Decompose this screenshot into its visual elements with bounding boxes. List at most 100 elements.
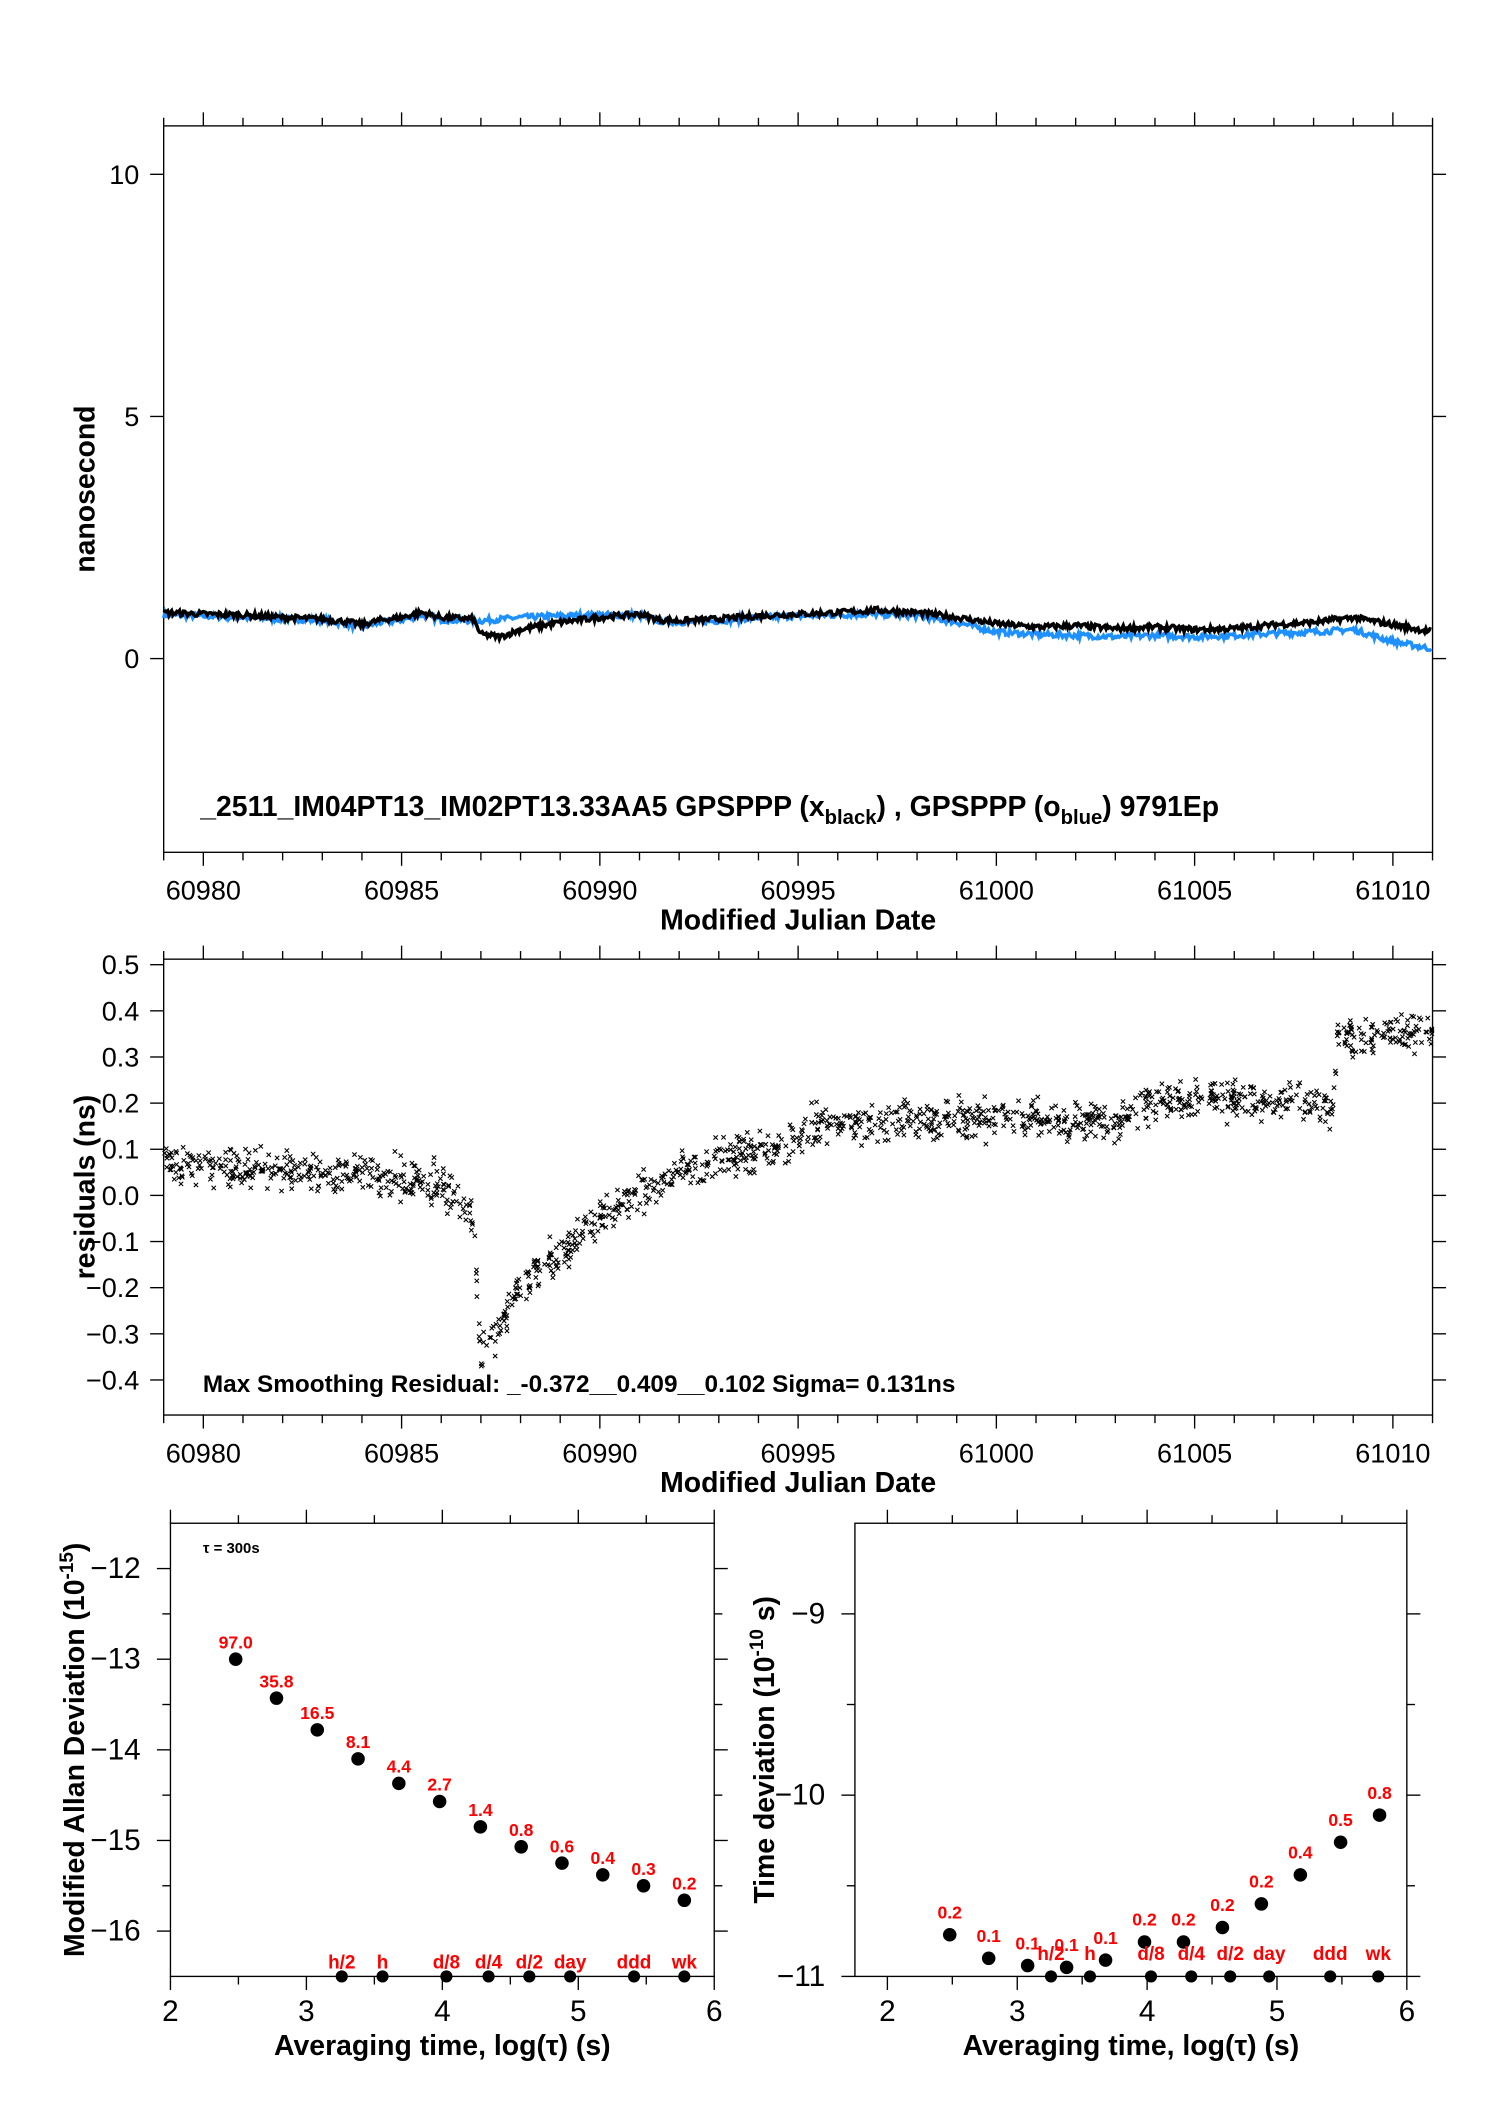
residual-point [472, 1233, 478, 1239]
residual-point [1219, 1108, 1225, 1114]
residual-point [877, 1110, 883, 1116]
residual-point [1332, 1068, 1338, 1074]
residual-point [392, 1172, 398, 1178]
residual-point [180, 1144, 186, 1150]
residual-point [775, 1143, 782, 1149]
residual-point [1343, 1036, 1350, 1042]
y-tick-label: 0.4 [102, 996, 140, 1026]
residual-point [1111, 1140, 1118, 1146]
residual-point [163, 1146, 169, 1152]
residual-point [958, 1099, 964, 1105]
residual-point [444, 1197, 450, 1203]
residual-point [839, 1126, 845, 1132]
residual-point [1117, 1125, 1123, 1131]
residual-point [179, 1173, 185, 1179]
residual-point [847, 1115, 853, 1121]
residual-point [786, 1158, 792, 1164]
residual-point [1116, 1136, 1122, 1142]
x-tick-label: 60980 [166, 876, 241, 906]
y-tick-label: 0 [124, 644, 139, 674]
y-tick-label: −14 [90, 1733, 140, 1766]
residual-point [864, 1134, 870, 1140]
residual-point [577, 1240, 583, 1246]
residual-point [1260, 1095, 1266, 1101]
x-tick-label: 61000 [959, 876, 1034, 906]
residuals-panel: 60980 60985 60990 60995 61000 61005 61010 −0.4 −… [70, 945, 1447, 1499]
residual-point [1429, 1027, 1435, 1033]
residual-point [626, 1214, 632, 1221]
residual-point [259, 1166, 265, 1173]
interval-marker-dot [482, 1970, 495, 1983]
residual-point [197, 1158, 203, 1164]
residual-point [1251, 1091, 1257, 1097]
residual-point [398, 1153, 404, 1159]
residual-point [917, 1106, 923, 1112]
residual-point [1251, 1085, 1257, 1091]
residual-point [766, 1160, 772, 1166]
residual-point [467, 1203, 473, 1209]
residual-point [428, 1195, 434, 1202]
y-tick-label: −13 [90, 1643, 140, 1676]
residual-point [813, 1099, 820, 1105]
residual-point [960, 1118, 966, 1124]
residual-point [1374, 1028, 1380, 1034]
residual-point [943, 1114, 949, 1120]
residual-point [1130, 1106, 1136, 1112]
residual-point [293, 1177, 299, 1183]
residual-point [301, 1173, 308, 1179]
interval-marker-label: d/2 [1217, 1944, 1244, 1965]
residual-point [914, 1114, 920, 1120]
residual-point [579, 1228, 586, 1234]
point-label: 0.1 [1054, 1935, 1079, 1955]
residual-point [1067, 1127, 1073, 1133]
residual-point [428, 1194, 434, 1200]
residual-point [1102, 1104, 1108, 1110]
residual-point [688, 1180, 694, 1186]
residual-point [547, 1252, 554, 1258]
residual-point [1323, 1095, 1329, 1101]
residual-point [1147, 1100, 1154, 1106]
residual-point [897, 1104, 903, 1110]
residual-point [727, 1147, 734, 1153]
residual-point [468, 1197, 474, 1204]
residual-point [162, 1150, 168, 1156]
residual-point [770, 1160, 776, 1166]
residual-point [168, 1167, 174, 1173]
residual-point [797, 1136, 804, 1142]
interval-marker-dot [1044, 1970, 1058, 1983]
residual-point [484, 1342, 490, 1348]
plot-frame [854, 1522, 1408, 1978]
residual-point [1128, 1103, 1134, 1110]
point-label: 0.2 [1171, 1910, 1196, 1930]
residual-point [1133, 1111, 1139, 1117]
residual-point [403, 1185, 409, 1191]
residual-point [1283, 1097, 1289, 1103]
residual-point [577, 1232, 583, 1238]
residual-point [401, 1162, 407, 1168]
residual-point [202, 1156, 208, 1162]
residual-point [1279, 1089, 1285, 1095]
residual-point [1363, 1016, 1369, 1022]
residual-point [778, 1136, 785, 1142]
residual-point [1092, 1133, 1098, 1139]
residual-point [894, 1109, 900, 1115]
residual-point [743, 1166, 749, 1172]
residual-point [931, 1116, 937, 1122]
residual-point [946, 1123, 952, 1129]
residual-point [875, 1139, 881, 1145]
residual-point [533, 1274, 539, 1280]
residual-point [1088, 1101, 1094, 1107]
residual-point [1261, 1089, 1268, 1095]
residual-point [1177, 1100, 1183, 1106]
residual-point [1297, 1105, 1303, 1111]
residual-point [986, 1118, 992, 1124]
residual-point [1029, 1102, 1035, 1108]
x-axis-label: Averaging time, log(τ) (s) [963, 2030, 1300, 2062]
residual-point [1028, 1103, 1034, 1109]
residual-point [457, 1214, 463, 1220]
residual-point [976, 1114, 982, 1120]
residual-point [960, 1132, 966, 1138]
y-tick-label: −15 [90, 1824, 140, 1857]
residual-point [855, 1110, 861, 1116]
residual-point [1272, 1107, 1278, 1113]
